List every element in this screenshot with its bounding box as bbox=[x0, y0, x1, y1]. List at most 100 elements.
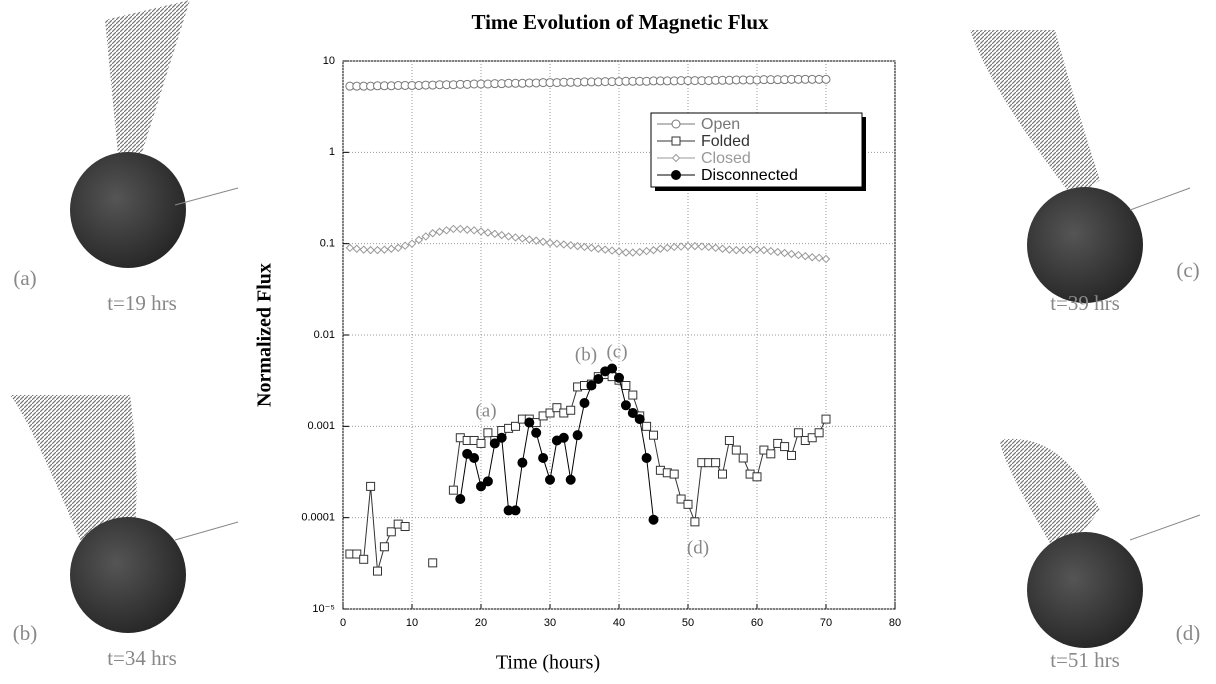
marker bbox=[807, 433, 817, 443]
marker bbox=[366, 481, 376, 491]
marker bbox=[586, 380, 597, 391]
marker bbox=[711, 458, 721, 468]
marker bbox=[801, 251, 810, 261]
x-tick-label: 20 bbox=[475, 617, 487, 629]
panel-time: t=51 hrs bbox=[1050, 648, 1120, 672]
marker bbox=[676, 494, 686, 504]
marker bbox=[656, 244, 665, 253]
marker bbox=[448, 485, 458, 495]
marker bbox=[504, 232, 513, 241]
x-tick-label: 50 bbox=[682, 617, 694, 629]
marker bbox=[525, 235, 534, 244]
marker bbox=[759, 245, 769, 255]
marker bbox=[787, 249, 796, 259]
panel-time: t=19 hrs bbox=[107, 291, 177, 315]
marker bbox=[545, 408, 555, 418]
panel-time: t=39 hrs bbox=[1050, 291, 1120, 315]
marker bbox=[573, 241, 582, 251]
y-tick-label: 10⁻⁵ bbox=[312, 603, 335, 615]
marker bbox=[559, 240, 569, 249]
marker bbox=[671, 136, 681, 146]
marker bbox=[807, 253, 817, 262]
marker bbox=[400, 241, 410, 250]
marker bbox=[442, 226, 451, 235]
marker bbox=[745, 245, 755, 254]
marker bbox=[628, 390, 638, 400]
marker bbox=[386, 527, 396, 537]
marker bbox=[648, 514, 659, 525]
marker bbox=[738, 245, 748, 255]
marker bbox=[738, 453, 748, 463]
marker bbox=[676, 242, 686, 251]
marker bbox=[455, 494, 466, 505]
marker bbox=[780, 442, 790, 452]
marker bbox=[621, 248, 631, 257]
marker bbox=[435, 227, 444, 236]
marker bbox=[794, 250, 803, 260]
marker bbox=[821, 414, 831, 424]
y-tick-label: 0.01 bbox=[314, 329, 335, 341]
marker bbox=[428, 229, 437, 238]
marker bbox=[787, 450, 796, 460]
marker bbox=[635, 247, 644, 257]
marker bbox=[649, 430, 658, 440]
legend-label: Closed bbox=[701, 150, 751, 167]
marker bbox=[373, 566, 382, 576]
marker bbox=[538, 237, 548, 246]
marker bbox=[510, 505, 521, 516]
annotation: (b) bbox=[575, 344, 597, 365]
panel-label: (d) bbox=[1176, 621, 1201, 645]
marker bbox=[607, 246, 617, 255]
marker bbox=[773, 247, 782, 257]
marker bbox=[490, 229, 500, 239]
marker bbox=[400, 522, 410, 532]
marker bbox=[566, 405, 576, 415]
marker bbox=[814, 428, 824, 438]
marker bbox=[469, 226, 479, 235]
marker bbox=[704, 242, 713, 252]
marker bbox=[752, 245, 762, 254]
marker bbox=[352, 244, 362, 253]
marker bbox=[387, 244, 396, 253]
marker bbox=[634, 414, 645, 425]
marker bbox=[627, 407, 638, 418]
marker bbox=[428, 558, 438, 568]
marker bbox=[518, 234, 527, 243]
annotation: (d) bbox=[687, 537, 709, 558]
marker bbox=[671, 119, 681, 129]
marker bbox=[558, 432, 569, 443]
marker bbox=[552, 403, 562, 413]
x-axis-label: Time (hours) bbox=[496, 652, 600, 674]
y-tick-label: 1 bbox=[329, 146, 335, 158]
marker bbox=[359, 245, 368, 254]
marker bbox=[496, 432, 507, 443]
marker bbox=[489, 438, 500, 449]
marker bbox=[669, 242, 679, 252]
marker bbox=[565, 474, 576, 485]
marker bbox=[732, 245, 741, 255]
marker bbox=[531, 427, 542, 438]
marker bbox=[345, 243, 355, 253]
marker bbox=[593, 373, 604, 384]
y-axis-label: Normalized Flux bbox=[254, 263, 276, 407]
marker bbox=[683, 499, 693, 509]
marker bbox=[449, 224, 458, 234]
marker bbox=[517, 457, 528, 468]
marker bbox=[731, 445, 741, 455]
marker bbox=[642, 246, 651, 256]
panel-c-image bbox=[970, 30, 1191, 303]
x-tick-label: 10 bbox=[406, 617, 418, 629]
marker bbox=[642, 421, 652, 431]
marker bbox=[421, 232, 431, 241]
marker bbox=[545, 238, 555, 248]
marker bbox=[483, 428, 493, 438]
y-tick-label: 10 bbox=[323, 55, 335, 67]
marker bbox=[497, 230, 506, 240]
marker bbox=[614, 372, 624, 383]
marker bbox=[456, 224, 465, 234]
marker bbox=[393, 243, 403, 253]
marker bbox=[725, 245, 734, 254]
legend-label: Disconnected bbox=[701, 167, 798, 184]
annotation: (c) bbox=[606, 341, 627, 362]
marker bbox=[545, 474, 555, 485]
